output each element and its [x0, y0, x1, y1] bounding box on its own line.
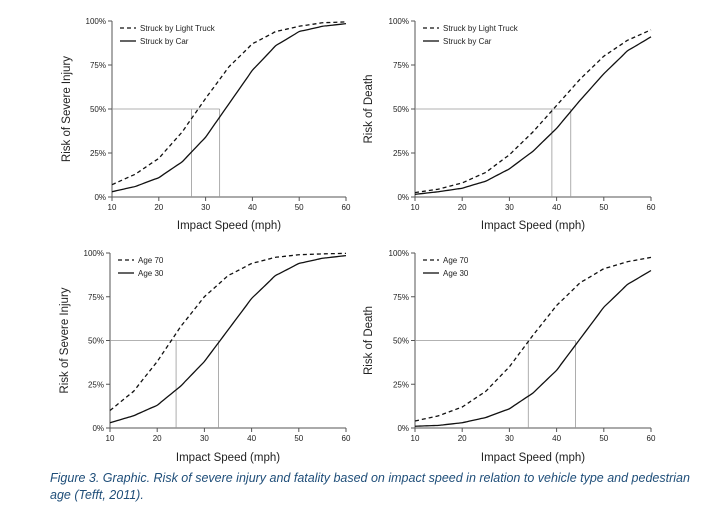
- x-tick-label: 50: [295, 203, 304, 212]
- figure-caption: Figure 3. Graphic. Risk of severe injury…: [50, 471, 690, 502]
- series-line-age-70: [109, 252, 347, 412]
- series-line-struck-by-car: [111, 22, 347, 193]
- x-tick-label: 60: [647, 203, 656, 212]
- x-axis-label: Impact Speed (mph): [481, 220, 585, 232]
- y-tick-label: 25%: [88, 380, 104, 389]
- y-tick-label: 100%: [84, 249, 104, 258]
- x-tick-label: 10: [411, 203, 420, 212]
- chart-panel-2: 0% 25% 50% 75% 100% 10 20 30 40 50 60 Impact Speed …: [363, 17, 656, 232]
- x-tick-label: 30: [505, 434, 514, 443]
- y-tick-label: 50%: [88, 337, 104, 346]
- y-tick-label: 25%: [393, 149, 409, 158]
- y-tick-label: 75%: [90, 61, 106, 70]
- legend-label: Age 70: [443, 256, 469, 265]
- y-tick-label: 0%: [94, 193, 106, 202]
- series-line-struck-by-light-truck: [111, 21, 347, 186]
- x-tick-label: 20: [154, 203, 163, 212]
- y-tick-label: 100%: [389, 249, 409, 258]
- x-tick-label: 40: [552, 203, 561, 212]
- x-tick-label: 10: [108, 203, 117, 212]
- x-tick-label: 30: [201, 203, 210, 212]
- series-line-struck-by-light-truck: [414, 29, 652, 194]
- y-tick-label: 50%: [393, 105, 409, 114]
- y-tick-label: 0%: [92, 424, 104, 433]
- x-tick-label: 60: [342, 434, 351, 443]
- y-tick-label: 0%: [397, 193, 409, 202]
- y-tick-label: 25%: [393, 380, 409, 389]
- y-tick-label: 75%: [393, 61, 409, 70]
- x-tick-label: 30: [505, 203, 514, 212]
- series-line-age-30: [414, 269, 652, 427]
- x-tick-label: 50: [599, 434, 608, 443]
- x-tick-label: 10: [106, 434, 115, 443]
- y-axis-label: Risk of Death: [363, 306, 375, 375]
- y-tick-label: 50%: [90, 105, 106, 114]
- legend-label: Struck by Car: [140, 37, 189, 46]
- y-axis-label: Risk of Death: [363, 74, 375, 143]
- x-tick-label: 60: [647, 434, 656, 443]
- y-tick-label: 100%: [86, 17, 106, 26]
- x-axis-label: Impact Speed (mph): [177, 220, 281, 232]
- x-tick-label: 40: [552, 434, 561, 443]
- y-axis-label: Risk of Severe Injury: [61, 56, 73, 162]
- y-tick-label: 100%: [389, 17, 409, 26]
- y-tick-label: 75%: [88, 293, 104, 302]
- x-axis-label: Impact Speed (mph): [481, 452, 585, 464]
- x-tick-label: 20: [458, 434, 467, 443]
- chart-panel-3: 0% 25% 50% 75% 100% 10 20 30 40 50 60 Impact Speed …: [59, 249, 351, 464]
- legend-label: Struck by Light Truck: [443, 24, 519, 33]
- legend-label: Age 30: [138, 269, 164, 278]
- x-tick-label: 40: [247, 434, 256, 443]
- legend-label: Age 70: [138, 256, 164, 265]
- x-tick-label: 60: [342, 203, 351, 212]
- chart-panel-4: 0% 25% 50% 75% 100% 10 20 30 40 50 60 Impact Speed …: [363, 249, 656, 464]
- x-tick-label: 20: [458, 203, 467, 212]
- x-axis-label: Impact Speed (mph): [176, 452, 280, 464]
- y-tick-label: 25%: [90, 149, 106, 158]
- legend-label: Struck by Car: [443, 37, 492, 46]
- y-tick-label: 0%: [397, 424, 409, 433]
- legend-label: Struck by Light Truck: [140, 24, 216, 33]
- legend-label: Age 30: [443, 269, 469, 278]
- chart-panel-1: 0% 25% 50% 75% 100% 10 20 30 40 50 60 Impact Speed …: [61, 17, 351, 232]
- x-tick-label: 50: [294, 434, 303, 443]
- y-axis-label: Risk of Severe Injury: [59, 287, 71, 393]
- y-tick-label: 75%: [393, 293, 409, 302]
- x-tick-label: 40: [248, 203, 257, 212]
- x-tick-label: 20: [153, 434, 162, 443]
- series-line-age-30: [109, 254, 347, 424]
- series-line-age-70: [414, 256, 652, 422]
- x-tick-label: 50: [599, 203, 608, 212]
- x-tick-label: 30: [200, 434, 209, 443]
- series-line-struck-by-car: [414, 36, 652, 196]
- y-tick-label: 50%: [393, 337, 409, 346]
- x-tick-label: 10: [411, 434, 420, 443]
